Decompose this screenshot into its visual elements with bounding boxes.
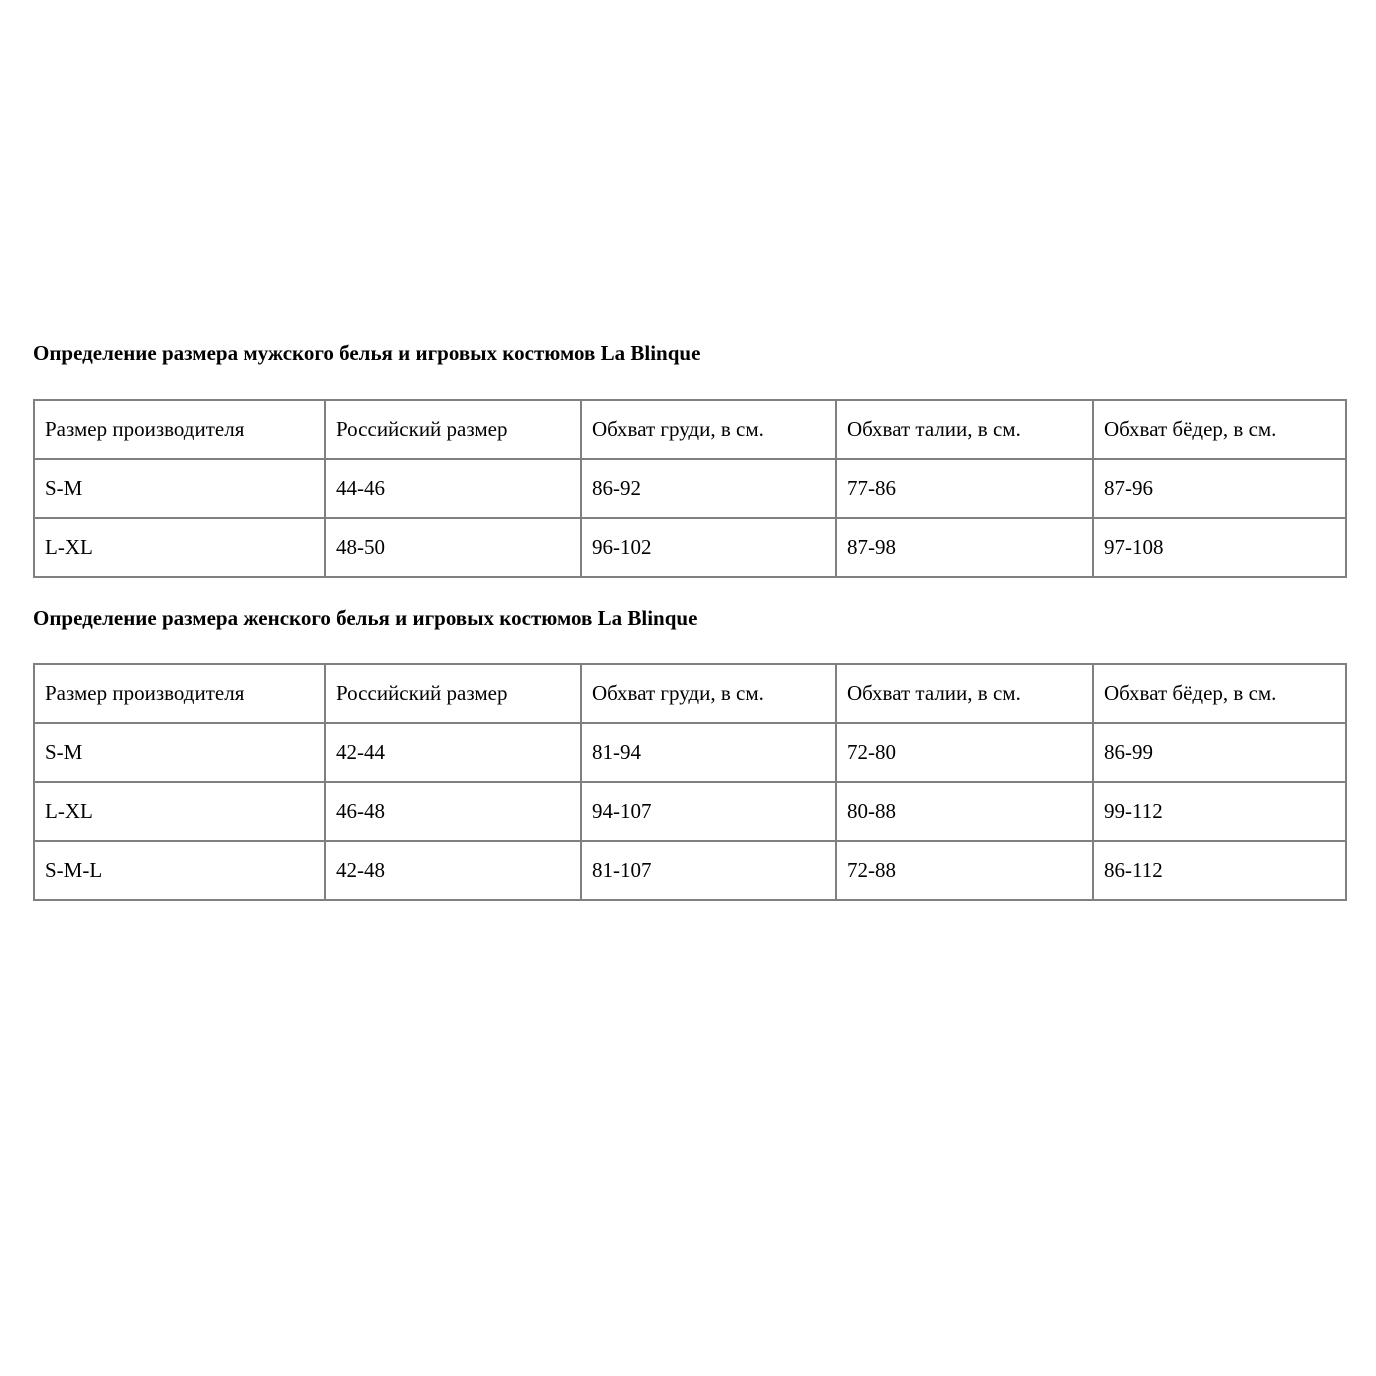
table-row: S-M 44-46 86-92 77-86 87-96 (33, 458, 1347, 519)
table-cell: 42-44 (324, 722, 582, 783)
column-header-russian-size: Российский размер (324, 399, 582, 460)
table-cell: S-M (33, 458, 326, 519)
table-cell: 72-80 (835, 722, 1094, 783)
table-cell: 99-112 (1092, 781, 1347, 842)
column-header-hips: Обхват бёдер, в см. (1092, 663, 1347, 724)
column-header-waist: Обхват талии, в см. (835, 663, 1094, 724)
table-cell: 81-107 (580, 840, 837, 901)
column-header-chest: Обхват груди, в см. (580, 399, 837, 460)
men-size-table: Размер производителя Российский размер О… (33, 399, 1347, 578)
table-cell: 87-98 (835, 517, 1094, 578)
women-size-table-title: Определение размера женского белья и игр… (33, 606, 698, 630)
women-size-table: Размер производителя Российский размер О… (33, 663, 1347, 901)
table-cell: 48-50 (324, 517, 582, 578)
table-row: S-M 42-44 81-94 72-80 86-99 (33, 722, 1347, 783)
table-cell: S-M (33, 722, 326, 783)
table-row: S-M-L 42-48 81-107 72-88 86-112 (33, 840, 1347, 901)
table-cell: 72-88 (835, 840, 1094, 901)
table-cell: 94-107 (580, 781, 837, 842)
column-header-manufacturer-size: Размер производителя (33, 663, 326, 724)
table-cell: L-XL (33, 781, 326, 842)
table-row: L-XL 46-48 94-107 80-88 99-112 (33, 781, 1347, 842)
table-cell: L-XL (33, 517, 326, 578)
table-cell: S-M-L (33, 840, 326, 901)
table-cell: 96-102 (580, 517, 837, 578)
table-cell: 87-96 (1092, 458, 1347, 519)
size-guide-content: Определение размера мужского белья и игр… (33, 341, 1347, 901)
table-cell: 81-94 (580, 722, 837, 783)
table-header-row: Размер производителя Российский размер О… (33, 399, 1347, 460)
column-header-manufacturer-size: Размер производителя (33, 399, 326, 460)
table-cell: 86-92 (580, 458, 837, 519)
table-header-row: Размер производителя Российский размер О… (33, 663, 1347, 724)
table-cell: 86-99 (1092, 722, 1347, 783)
table-cell: 86-112 (1092, 840, 1347, 901)
column-header-chest: Обхват груди, в см. (580, 663, 837, 724)
table-cell: 42-48 (324, 840, 582, 901)
table-cell: 80-88 (835, 781, 1094, 842)
table-cell: 77-86 (835, 458, 1094, 519)
column-header-waist: Обхват талии, в см. (835, 399, 1094, 460)
men-size-table-title: Определение размера мужского белья и игр… (33, 341, 701, 365)
table-cell: 44-46 (324, 458, 582, 519)
table-row: L-XL 48-50 96-102 87-98 97-108 (33, 517, 1347, 578)
column-header-hips: Обхват бёдер, в см. (1092, 399, 1347, 460)
table-cell: 46-48 (324, 781, 582, 842)
table-cell: 97-108 (1092, 517, 1347, 578)
column-header-russian-size: Российский размер (324, 663, 582, 724)
